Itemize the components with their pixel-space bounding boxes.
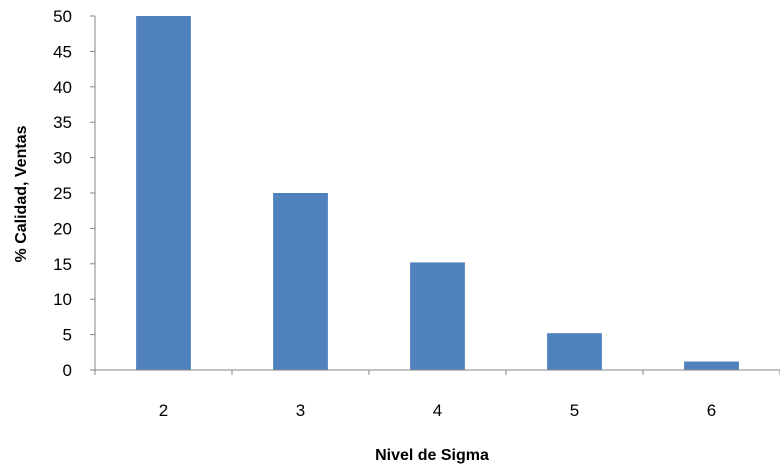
x-tick-label: 6 [707, 401, 716, 420]
bar-4 [410, 262, 465, 370]
bar-3 [273, 193, 328, 370]
x-tick-label: 2 [159, 401, 168, 420]
y-axis-ticks: 0 5 10 15 20 25 30 35 40 45 50 [53, 7, 95, 380]
bars [136, 16, 739, 370]
y-tick-label: 5 [63, 326, 72, 345]
x-tick-label: 4 [433, 401, 442, 420]
y-tick-label: 45 [53, 42, 72, 61]
y-tick-label: 10 [53, 290, 72, 309]
x-axis-ticks: 2 3 4 5 6 [94, 370, 780, 420]
y-tick-label: 50 [53, 7, 72, 26]
y-tick-label: 20 [53, 219, 72, 238]
x-tick-label: 5 [570, 401, 579, 420]
y-axis-title: % Calidad, Ventas [13, 125, 30, 262]
x-tick-label: 3 [296, 401, 305, 420]
y-tick-label: 25 [53, 184, 72, 203]
bar-2 [136, 16, 191, 370]
x-axis-title: Nivel de Sigma [375, 447, 489, 464]
bar-6 [684, 361, 739, 370]
y-tick-label: 35 [53, 113, 72, 132]
y-tick-label: 30 [53, 149, 72, 168]
y-tick-label: 40 [53, 78, 72, 97]
y-tick-label: 0 [63, 361, 72, 380]
y-tick-label: 15 [53, 255, 72, 274]
bar-5 [547, 333, 602, 370]
